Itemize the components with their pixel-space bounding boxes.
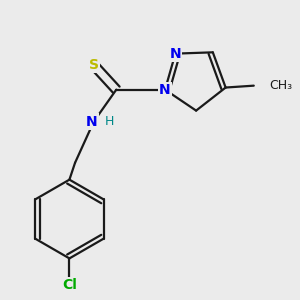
Text: S: S <box>89 58 99 72</box>
Text: N: N <box>159 83 171 97</box>
Text: Cl: Cl <box>62 278 77 292</box>
Text: N: N <box>169 46 181 61</box>
Text: H: H <box>105 115 114 128</box>
Text: N: N <box>86 115 98 128</box>
Text: CH₃: CH₃ <box>269 79 292 92</box>
